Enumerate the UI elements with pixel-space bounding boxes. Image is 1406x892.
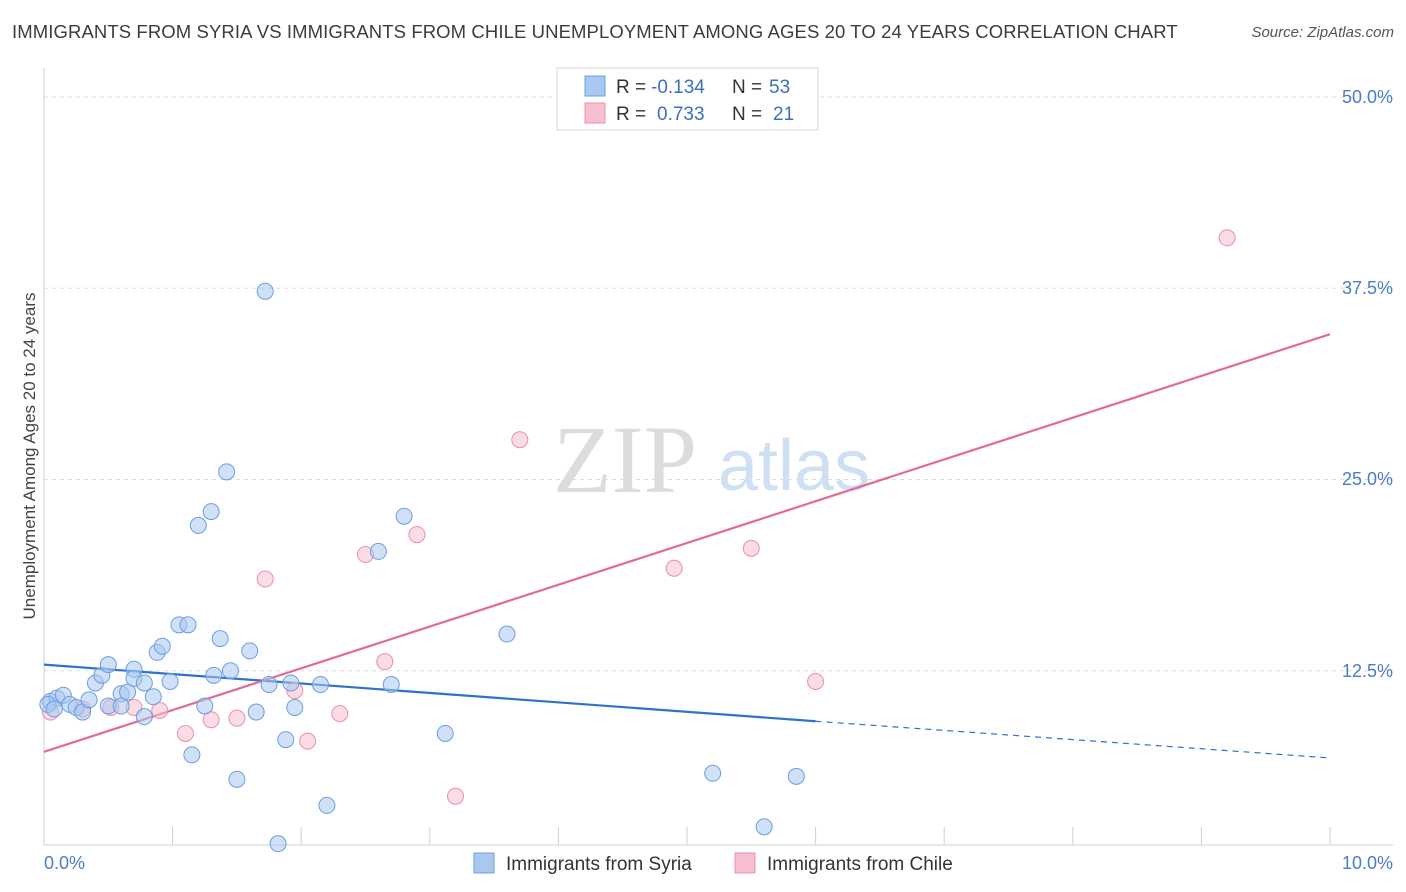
syria-point [318,796,336,814]
chile-point [408,526,426,544]
series-legend: Immigrants from Syria Immigrants from Ch… [473,852,953,875]
syria-point [135,674,153,692]
trend-lines [43,333,1331,759]
chile-point [151,702,169,720]
syria-point [260,676,278,694]
syria-point [436,724,454,742]
chile-point [376,653,394,671]
chile-n-value: 21 [773,104,794,125]
syria-n-label: N = [732,77,762,98]
chile-point [1218,229,1236,247]
stats-legend: R = -0.134 N = 53 R = 0.733 N = 21 [556,67,819,131]
chile-point [228,709,246,727]
syria-point [161,672,179,690]
syria-point [221,662,239,680]
chart-title: IMMIGRANTS FROM SYRIA VS IMMIGRANTS FROM… [12,21,1178,42]
y-tick-label-25: 25.0% [1342,469,1393,489]
chile-point [742,539,760,557]
syria-point [144,688,162,706]
syria-point [196,697,214,715]
syria-point [241,642,259,660]
syria-point [395,507,413,525]
syria-point [202,503,220,521]
syria-point [211,630,229,648]
syria-point [282,674,300,692]
watermark-zip: ZIP [553,406,697,513]
chile-point [665,559,683,577]
syria-point [112,697,130,715]
y-axis-label: Unemployment Among Ages 20 to 24 years [20,293,39,620]
chile-legend-swatch [584,102,606,124]
legend-syria-label: Immigrants from Syria [506,854,692,875]
syria-point [80,691,98,709]
syria-point [311,676,329,694]
syria-point [99,656,117,674]
syria-point [45,700,63,718]
grid-lines [44,96,1393,672]
chile-point [807,672,825,690]
syria-point [153,637,171,655]
syria-point [218,463,236,481]
source-credit: Source: ZipAtlas.com [1251,24,1394,41]
chile-point [202,711,220,729]
syria-legend-swatch [584,75,606,97]
y-tick-label-50: 50.0% [1342,87,1393,107]
chile-point [176,724,194,742]
syria-point [228,770,246,788]
syria-point [369,542,387,560]
syria-point [277,731,295,749]
syria-point [247,703,265,721]
y-tick-label-12-5: 12.5% [1342,661,1393,681]
chile-trend-line [43,333,1331,753]
syria-r-value: -0.134 [651,77,705,98]
syria-point [135,708,153,726]
x-tick-label-max: 10.0% [1342,853,1393,873]
syria-point [205,666,223,684]
syria-r-label: R = [616,77,646,98]
chile-point [299,732,317,750]
syria-point [704,764,722,782]
syria-point [382,676,400,694]
chile-point [447,787,465,805]
x-tick-label-min: 0.0% [44,853,85,873]
syria-point [755,818,773,836]
legend-chile-label: Immigrants from Chile [767,854,953,875]
syria-point [256,282,274,300]
syria-trend-extension [815,720,1331,759]
syria-point [269,835,287,853]
syria-n-value: 53 [769,77,790,98]
syria-point [286,698,304,716]
chile-n-label: N = [732,104,762,125]
watermark-atlas: atlas [718,426,870,506]
syria-point [119,683,137,701]
syria-point [179,616,197,634]
legend-chile-swatch [734,852,756,874]
y-tick-label-37-5: 37.5% [1342,278,1393,298]
chile-point [511,431,529,449]
syria-point [498,625,516,643]
chile-point [331,705,349,723]
chile-point [256,570,274,588]
syria-point [189,516,207,534]
data-points [39,229,1236,853]
chile-r-label: R = [616,104,646,125]
syria-point [183,746,201,764]
chile-r-value: 0.733 [657,104,705,125]
legend-syria-swatch [473,852,495,874]
syria-point [787,767,805,785]
